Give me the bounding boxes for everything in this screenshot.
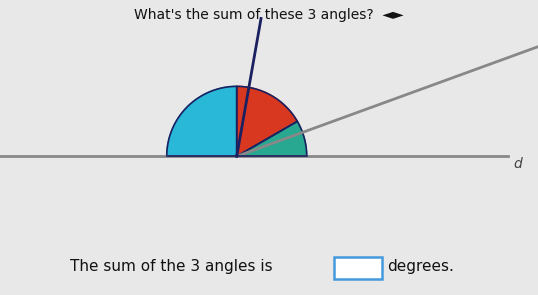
Polygon shape <box>237 86 298 156</box>
Polygon shape <box>167 86 237 156</box>
Polygon shape <box>167 156 307 226</box>
Polygon shape <box>237 121 307 156</box>
Text: The sum of the 3 angles is: The sum of the 3 angles is <box>70 260 273 275</box>
Text: What's the sum of these 3 angles?  ◄►: What's the sum of these 3 angles? ◄► <box>134 8 404 22</box>
Text: d: d <box>513 157 522 171</box>
Bar <box>334 257 381 279</box>
Text: degrees.: degrees. <box>387 260 455 275</box>
